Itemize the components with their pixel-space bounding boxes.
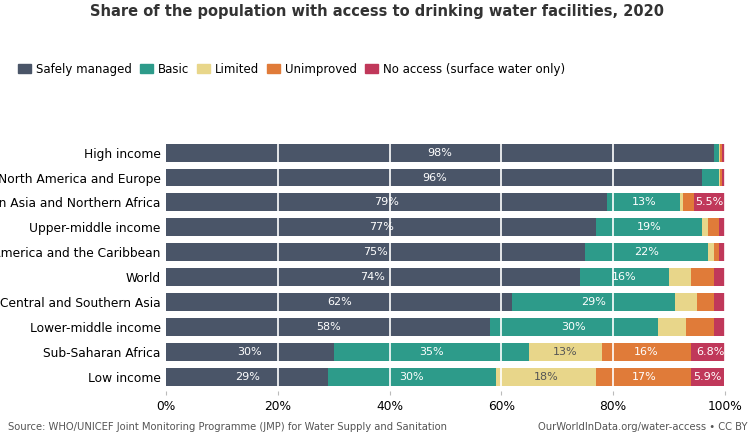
Bar	[686, 318, 713, 336]
Text: 30%: 30%	[399, 372, 424, 382]
Text: 30%: 30%	[562, 322, 587, 332]
Text: 18%: 18%	[534, 372, 559, 382]
Bar	[529, 343, 602, 361]
Text: 16%: 16%	[634, 347, 659, 357]
Text: 62%: 62%	[327, 297, 352, 307]
Bar	[713, 268, 725, 286]
Bar	[166, 243, 585, 261]
Text: 35%: 35%	[419, 347, 444, 357]
Text: Source: WHO/UNICEF Joint Monitoring Programme (JMP) for Water Supply and Sanitat: Source: WHO/UNICEF Joint Monitoring Prog…	[8, 422, 446, 432]
Bar	[166, 343, 334, 361]
Bar	[166, 318, 490, 336]
Text: 79%: 79%	[374, 197, 399, 207]
Bar	[713, 293, 725, 311]
Bar	[680, 194, 683, 211]
Bar	[596, 218, 702, 237]
Bar	[608, 194, 680, 211]
Bar	[669, 268, 692, 286]
Bar	[166, 293, 513, 311]
Bar	[720, 243, 725, 261]
Text: 22%: 22%	[634, 247, 659, 257]
Text: 96%: 96%	[422, 172, 447, 183]
Bar	[328, 368, 496, 386]
Text: Share of the population with access to drinking water facilities, 2020: Share of the population with access to d…	[91, 4, 664, 20]
Bar	[697, 293, 713, 311]
Bar	[585, 243, 708, 261]
Bar	[692, 343, 729, 361]
Bar	[720, 144, 722, 161]
Bar	[713, 144, 720, 161]
Bar	[602, 343, 692, 361]
Bar	[596, 368, 692, 386]
Text: 13%: 13%	[553, 347, 578, 357]
Bar	[490, 318, 658, 336]
Bar	[692, 368, 724, 386]
Bar	[694, 194, 725, 211]
Bar	[720, 218, 725, 237]
Bar	[708, 243, 713, 261]
Bar	[166, 194, 608, 211]
Text: 74%: 74%	[360, 272, 385, 282]
Text: 75%: 75%	[363, 247, 388, 257]
Bar	[722, 144, 725, 161]
Bar	[722, 168, 725, 187]
Text: 5.5%: 5.5%	[695, 197, 723, 207]
Bar	[674, 293, 697, 311]
Bar	[334, 343, 529, 361]
Bar	[683, 194, 694, 211]
Bar	[692, 268, 713, 286]
Legend: Safely managed, Basic, Limited, Unimproved, No access (surface water only): Safely managed, Basic, Limited, Unimprov…	[14, 58, 570, 80]
Bar	[702, 218, 708, 237]
Bar	[658, 318, 686, 336]
Bar	[708, 218, 720, 237]
Bar	[713, 318, 725, 336]
Text: 98%: 98%	[427, 148, 452, 158]
Text: 13%: 13%	[631, 197, 656, 207]
Bar	[166, 144, 713, 161]
Bar	[166, 368, 328, 386]
Bar	[702, 168, 720, 187]
Bar	[720, 168, 722, 187]
Text: 58%: 58%	[316, 322, 341, 332]
Bar	[496, 368, 596, 386]
Text: OurWorldInData.org/water-access • CC BY: OurWorldInData.org/water-access • CC BY	[538, 422, 747, 432]
Bar	[580, 268, 669, 286]
Text: 5.9%: 5.9%	[694, 372, 722, 382]
Text: 6.8%: 6.8%	[696, 347, 725, 357]
Text: 77%: 77%	[368, 222, 393, 232]
Text: 17%: 17%	[631, 372, 656, 382]
Bar	[166, 268, 580, 286]
Bar	[513, 293, 674, 311]
Text: 29%: 29%	[235, 372, 260, 382]
Text: 30%: 30%	[238, 347, 262, 357]
Bar	[166, 168, 702, 187]
Bar	[166, 218, 596, 237]
Text: 19%: 19%	[637, 222, 661, 232]
Text: 29%: 29%	[581, 297, 606, 307]
Text: 16%: 16%	[612, 272, 636, 282]
Bar	[713, 243, 720, 261]
